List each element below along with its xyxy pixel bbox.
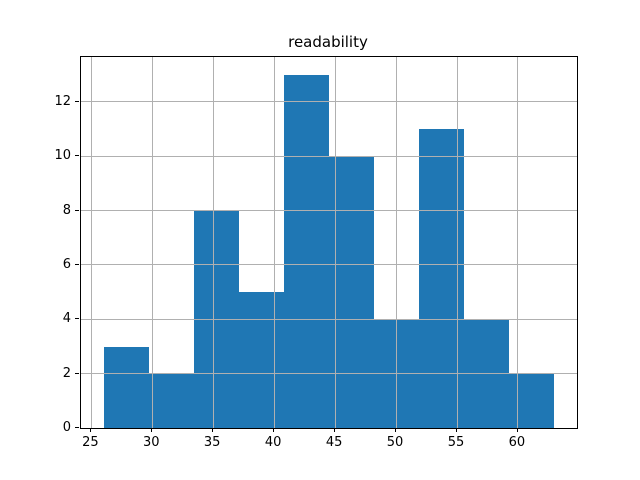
- x-tick-mark: [456, 428, 457, 432]
- y-tick-label: 6: [62, 256, 71, 272]
- histogram-bar: [329, 156, 375, 428]
- y-tick-label: 8: [62, 202, 71, 218]
- x-tick-label: 25: [82, 435, 99, 450]
- y-tick-mark: [75, 155, 79, 157]
- gridline-vertical: [151, 57, 153, 428]
- gridline-vertical: [273, 57, 275, 428]
- y-tick-mark: [75, 209, 79, 211]
- x-tick-label: 50: [386, 435, 404, 450]
- histogram-bar: [103, 346, 149, 428]
- y-tick-mark: [75, 318, 79, 320]
- x-tick-label: 35: [203, 435, 221, 450]
- x-tick-label: 45: [325, 435, 343, 450]
- x-tick-mark: [516, 428, 518, 432]
- y-tick-mark: [75, 427, 79, 428]
- gridline-horizontal: [81, 155, 577, 157]
- x-tick-mark: [212, 428, 214, 432]
- plot-area: [80, 56, 578, 429]
- gridline-vertical: [334, 57, 336, 428]
- gridline-vertical: [90, 57, 92, 428]
- y-tick-label: 0: [62, 420, 71, 435]
- gridline-horizontal: [81, 264, 577, 266]
- x-tick-label: 30: [143, 435, 160, 450]
- histogram-bar: [283, 74, 329, 428]
- x-tick-label: 55: [447, 435, 465, 450]
- chart-title: readability: [288, 33, 368, 51]
- y-tick-mark: [75, 263, 79, 265]
- gridline-horizontal: [81, 101, 577, 103]
- y-tick-label: 2: [62, 365, 71, 381]
- y-tick-label: 12: [54, 93, 71, 109]
- gridline-vertical: [517, 57, 519, 428]
- gridline-horizontal: [81, 318, 577, 320]
- x-tick-mark: [151, 428, 153, 432]
- x-tick-label: 40: [264, 435, 282, 450]
- y-tick-mark: [75, 100, 79, 102]
- x-tick-mark: [395, 428, 396, 432]
- histogram-bar: [238, 292, 284, 428]
- x-tick-mark: [90, 428, 92, 432]
- y-tick-label: 4: [62, 311, 71, 327]
- gridline-horizontal: [81, 210, 577, 212]
- x-tick-mark: [334, 428, 336, 432]
- grid-layer: [81, 57, 577, 428]
- gridline-horizontal: [81, 373, 577, 375]
- gridline-vertical: [212, 57, 214, 428]
- x-tick-mark: [273, 428, 275, 432]
- gridline-vertical: [395, 57, 397, 428]
- histogram-bar: [148, 373, 194, 428]
- gridline-vertical: [456, 57, 458, 428]
- x-tick-label: 60: [508, 435, 526, 450]
- y-tick-mark: [75, 372, 79, 374]
- histogram-bar: [509, 373, 555, 428]
- y-tick-label: 10: [54, 148, 71, 164]
